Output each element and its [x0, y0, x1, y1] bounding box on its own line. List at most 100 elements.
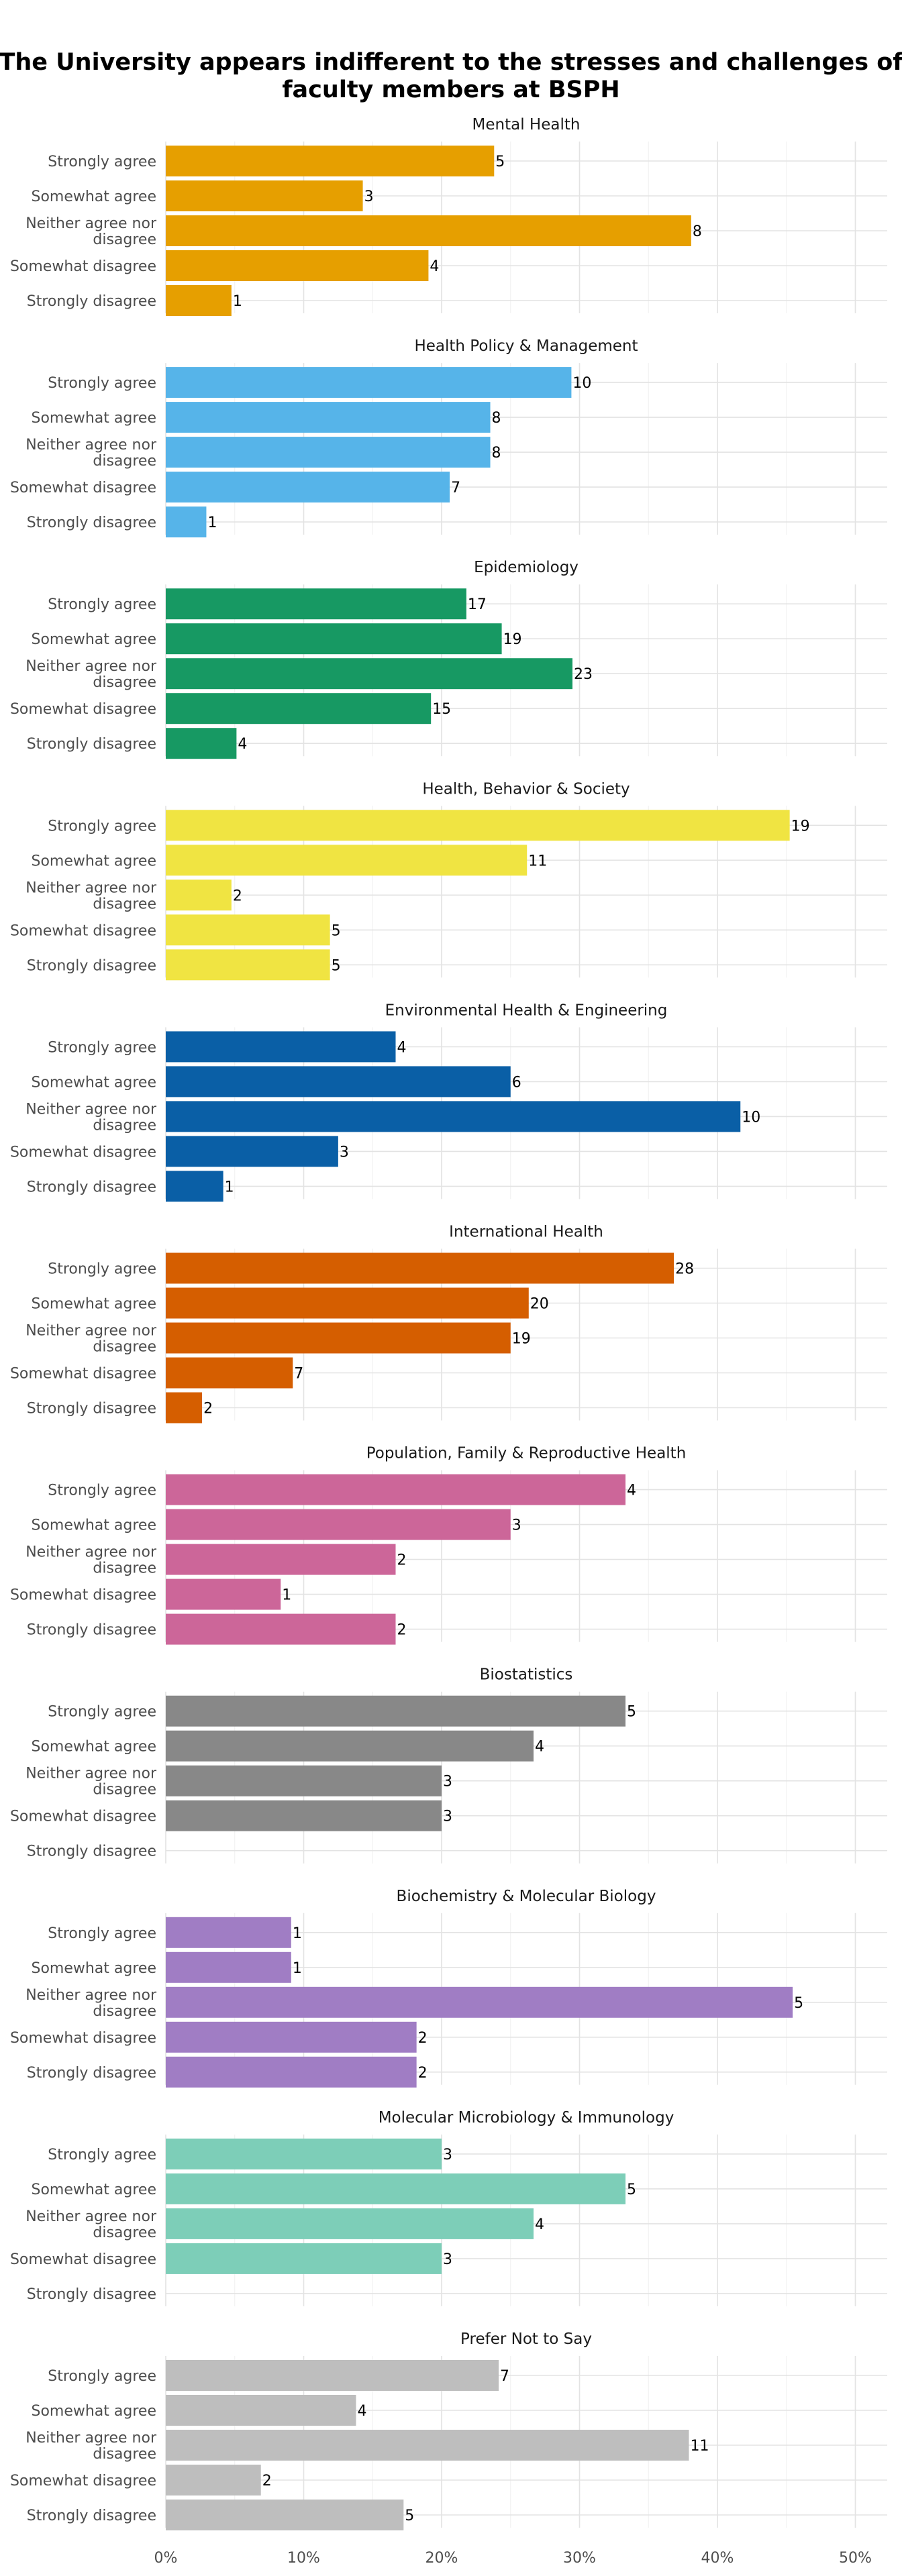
bar	[166, 1357, 293, 1389]
category-label: Strongly agree	[48, 1039, 156, 1056]
category-label: Somewhat agree	[31, 2182, 156, 2198]
bar-value-label: 15	[432, 701, 451, 718]
category-label-line: disagree	[93, 1560, 156, 1577]
bar-value-label: 5	[495, 154, 505, 170]
facet-panel: Population, Family & Reproductive Health…	[10, 1445, 887, 1645]
x-tick-label: 30%	[563, 2550, 596, 2567]
bar-value-label: 1	[293, 1925, 302, 1942]
bar	[166, 2138, 442, 2169]
facet-title: Environmental Health & Engineering	[385, 1002, 668, 1019]
facet-title: Epidemiology	[474, 559, 579, 576]
category-label: Somewhat disagree	[10, 2251, 156, 2268]
bar-value-label: 1	[207, 515, 217, 531]
category-label: Strongly agree	[48, 2368, 156, 2385]
category-label-line: Neither agree nor	[26, 1101, 157, 1118]
bar	[166, 367, 572, 398]
category-label: Strongly disagree	[27, 1843, 156, 1860]
facet-title: Molecular Microbiology & Immunology	[379, 2109, 674, 2127]
category-label: Somewhat disagree	[10, 1366, 156, 1383]
category-label-line: Neither agree nor	[26, 1323, 157, 1340]
bar	[166, 2360, 499, 2391]
bar	[166, 1917, 291, 1948]
bar	[166, 506, 207, 538]
facet-panel: Health Policy & Management Strongly agree…	[10, 337, 887, 538]
bar-value-label: 4	[238, 736, 247, 753]
bar-value-label: 23	[574, 666, 593, 683]
chart-title: The University appears indifferent to th…	[0, 49, 902, 103]
bar	[166, 1509, 511, 1540]
bar-value-label: 2	[397, 1552, 407, 1569]
category-label: Somewhat agree	[31, 1517, 156, 1534]
category-label: Somewhat agree	[31, 1960, 156, 1977]
x-tick-label: 50%	[839, 2550, 872, 2567]
facet-title: Population, Family & Reproductive Health	[366, 1445, 687, 1462]
category-label-line: Neither agree nor	[26, 1766, 157, 1782]
bar-value-label: 4	[430, 258, 439, 275]
facet-panel: Molecular Microbiology & Immunology Stron…	[10, 2109, 887, 2306]
category-label-line: disagree	[93, 2003, 156, 2020]
bar	[166, 949, 330, 981]
bar	[166, 1765, 442, 1796]
bar	[166, 1101, 741, 1132]
x-tick-label: 20%	[425, 2550, 458, 2567]
category-label-line: disagree	[93, 896, 156, 912]
category-label: Neither agree nor disagree	[26, 2430, 157, 2463]
bar-value-label: 3	[443, 2147, 452, 2163]
bar	[166, 1322, 511, 1354]
bar	[166, 215, 691, 246]
category-label: Strongly disagree	[27, 2065, 156, 2082]
bar-value-label: 5	[332, 957, 341, 974]
bar-value-label: 2	[397, 1622, 407, 1639]
bar	[166, 1986, 793, 2018]
bar-value-label: 19	[503, 631, 522, 648]
bar	[166, 1252, 674, 1284]
bar-value-label: 10	[742, 1109, 760, 1126]
bar-value-label: 11	[528, 853, 547, 869]
category-label-line: disagree	[93, 2224, 156, 2241]
category-label: Strongly disagree	[27, 2508, 156, 2524]
category-label-line: Neither agree nor	[26, 879, 157, 896]
category-label: Strongly disagree	[27, 957, 156, 974]
category-label: Somewhat disagree	[10, 258, 156, 275]
category-label: Somewhat disagree	[10, 701, 156, 718]
category-label: Strongly agree	[48, 375, 156, 392]
category-label: Somewhat agree	[31, 2403, 156, 2420]
category-label: Strongly agree	[48, 1704, 156, 1721]
bar	[166, 1392, 203, 1424]
category-label: Strongly disagree	[27, 515, 156, 531]
bar	[166, 2430, 689, 2461]
category-label: Neither agree nor disagree	[26, 658, 157, 691]
bar-value-label: 7	[294, 1366, 303, 1383]
facet-panel: Mental Health Strongly agree 5 Somewhat agr…	[10, 116, 887, 316]
bar	[166, 2056, 417, 2088]
category-label: Strongly agree	[48, 2147, 156, 2163]
facet-panel: Epidemiology Strongly agree 17 Somewhat agr…	[10, 559, 887, 759]
category-label: Neither agree nor disagree	[26, 1323, 157, 1356]
bar-value-label: 3	[443, 2251, 452, 2268]
bar-value-label: 3	[512, 1517, 521, 1534]
bar-value-label: 3	[340, 1144, 349, 1161]
category-label-line: disagree	[93, 1782, 156, 1799]
bar-value-label: 5	[627, 1704, 636, 1721]
bar-value-label: 2	[262, 2473, 272, 2489]
bar-value-label: 5	[405, 2508, 414, 2524]
facet-panel: Environmental Health & Engineering Strong…	[10, 1002, 887, 1202]
facet-title: Prefer Not to Say	[460, 2330, 592, 2348]
category-label: Neither agree nor disagree	[26, 1544, 157, 1577]
bar	[166, 1951, 291, 1983]
category-label: Somewhat disagree	[10, 1809, 156, 1825]
category-label: Somewhat agree	[31, 1739, 156, 1756]
bar-value-label: 4	[397, 1039, 407, 1056]
category-label-line: Neither agree nor	[26, 437, 157, 453]
category-label: Strongly disagree	[27, 736, 156, 753]
x-axis: 0% 10% 20% 30% 40% 50%	[154, 2550, 872, 2567]
bar-value-label: 4	[535, 2216, 544, 2233]
facet-panel: International Health Strongly agree 28 Some…	[10, 1224, 887, 1424]
facet-title: Biostatistics	[480, 1666, 573, 1684]
bar-value-label: 8	[693, 223, 702, 240]
bar-value-label: 7	[451, 480, 460, 496]
bar	[166, 2243, 442, 2274]
bar	[166, 1613, 396, 1645]
bar-value-label: 1	[282, 1587, 291, 1604]
category-label-line: disagree	[93, 453, 156, 470]
